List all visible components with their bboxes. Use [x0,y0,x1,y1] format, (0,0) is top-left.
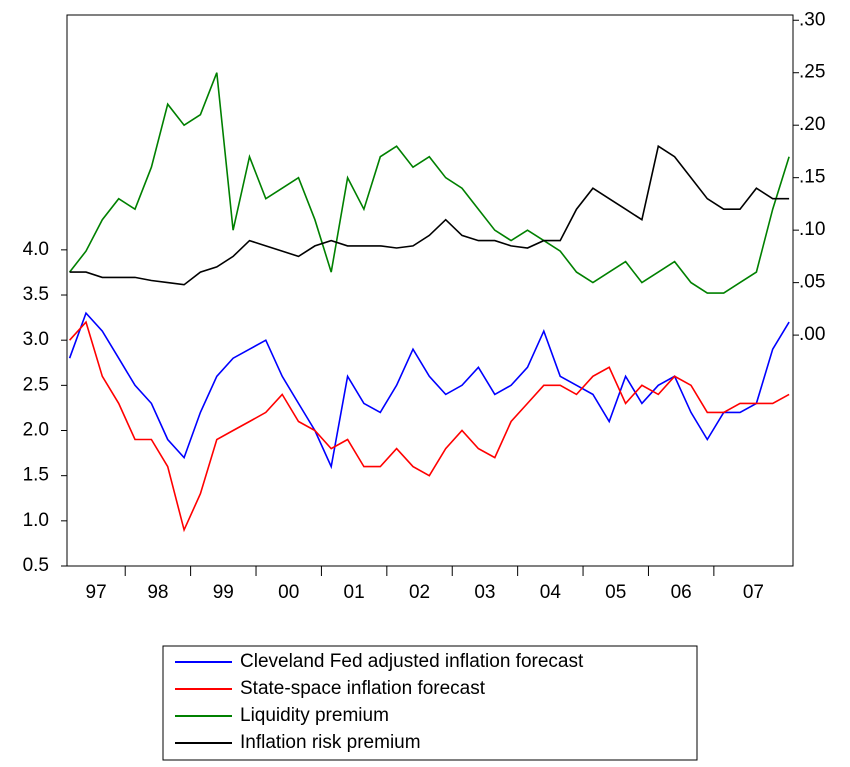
y2-tick-label: .10 [799,219,825,240]
x-tick-label: 04 [540,582,562,603]
x-tick-label: 02 [409,582,430,603]
y-tick-label: 3.5 [23,284,49,305]
x-tick-label: 99 [213,582,234,603]
y2-tick-label: .20 [799,114,825,135]
series-line [69,144,790,286]
y2-tick-label: .05 [799,272,825,293]
x-tick-label: 98 [147,582,168,603]
y2-tick-label: .00 [799,324,825,345]
legend-label: State-space inflation forecast [240,678,486,699]
y-tick-label: 1.0 [23,510,49,531]
legend-label: Liquidity premium [240,705,389,726]
legend: Cleveland Fed adjusted inflation forecas… [162,645,698,761]
legend-box [162,645,698,761]
y2-tick-label: .30 [799,9,825,30]
y2-tick-label: .15 [799,167,825,188]
y-tick-label: 0.5 [23,555,49,576]
series-line [68,311,790,470]
series-line [68,72,790,294]
y-tick-label: 3.0 [23,329,49,350]
x-tick-label: 05 [605,582,626,603]
y-tick-label: 2.5 [23,374,49,395]
x-tick-label: 00 [278,582,299,603]
x-tick-label: 01 [344,582,365,603]
series-line [69,320,790,533]
y-tick-label: 4.0 [23,239,49,260]
legend-label: Inflation risk premium [240,732,421,753]
x-tick-label: 03 [474,582,495,603]
plot-frame [66,14,794,567]
legend-label: Cleveland Fed adjusted inflation forecas… [240,651,584,672]
x-tick-label: 07 [743,582,764,603]
y2-tick-label: .25 [799,62,825,83]
y-tick-label: 2.0 [23,420,49,441]
y-tick-label: 1.5 [23,465,49,486]
x-tick-label: 06 [671,582,692,603]
x-tick-label: 97 [86,582,107,603]
